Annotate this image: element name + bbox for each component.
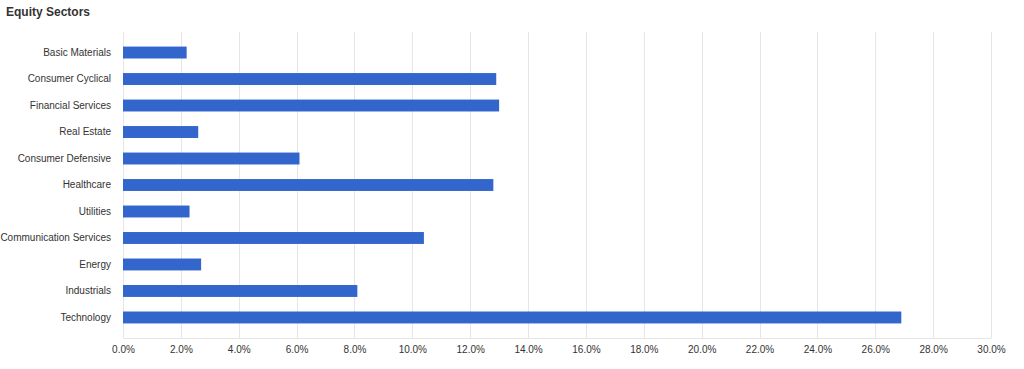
- tick-label: Industrials: [65, 285, 111, 296]
- tick-label: Technology: [60, 312, 111, 323]
- tick-label: Financial Services: [30, 100, 111, 111]
- tick: 18.0%: [630, 338, 658, 355]
- grid: [124, 32, 992, 338]
- tick: 14.0%: [514, 338, 542, 355]
- bar: [123, 232, 424, 244]
- tick-label: 4.0%: [228, 344, 251, 355]
- bar: [123, 206, 190, 218]
- title: Equity Sectors: [6, 5, 90, 19]
- tick: 12.0%: [457, 338, 485, 355]
- bar: [123, 259, 201, 271]
- tick: 4.0%: [228, 338, 251, 355]
- tick: 26.0%: [862, 338, 890, 355]
- tick-label: 30.0%: [977, 344, 1005, 355]
- tick-label: Real Estate: [59, 126, 111, 137]
- grid-line: [875, 32, 876, 338]
- tick-label: 10.0%: [399, 344, 427, 355]
- tick: 8.0%: [344, 338, 367, 355]
- grid-line: [702, 32, 703, 338]
- tick-label: Utilities: [79, 206, 111, 217]
- grid-line: [991, 32, 992, 338]
- bar: [123, 153, 299, 165]
- tick-label: 22.0%: [746, 344, 774, 355]
- tick: 20.0%: [688, 338, 716, 355]
- chart: Equity Sectors 0.0% 2.0% 4.0% 6.0% 8.0% 10.0% 1…: [0, 0, 1024, 369]
- tick-label: 8.0%: [344, 344, 367, 355]
- tick: Utilities: [79, 206, 123, 217]
- grid-line: [817, 32, 818, 338]
- grid-line: [586, 32, 587, 338]
- tick: 16.0%: [572, 338, 600, 355]
- tick: Consumer Defensive: [18, 153, 123, 164]
- tick: 28.0%: [919, 338, 947, 355]
- tick-label: 28.0%: [919, 344, 947, 355]
- tick-label: 0.0%: [112, 344, 135, 355]
- tick-label: 2.0%: [170, 344, 193, 355]
- bars: [123, 47, 901, 324]
- bar: [123, 47, 187, 59]
- bar: [123, 73, 496, 85]
- grid-line: [933, 32, 934, 338]
- tick: Energy: [79, 259, 123, 270]
- tick: 22.0%: [746, 338, 774, 355]
- tick-label: 16.0%: [572, 344, 600, 355]
- tick: 0.0%: [112, 338, 135, 355]
- grid-line: [644, 32, 645, 338]
- tick: Real Estate: [59, 126, 123, 137]
- bar: [123, 179, 493, 191]
- bar: [123, 100, 499, 112]
- tick: 2.0%: [170, 338, 193, 355]
- tick-label: Communication Services: [0, 232, 111, 243]
- bar: [123, 285, 357, 297]
- tick-label: 14.0%: [514, 344, 542, 355]
- tick: 24.0%: [804, 338, 832, 355]
- tick-label: 26.0%: [862, 344, 890, 355]
- tick: Industrials: [65, 285, 123, 296]
- plot: 0.0% 2.0% 4.0% 6.0% 8.0% 10.0% 12.0% 14.0% 16.0%…: [0, 32, 1005, 355]
- grid-line: [528, 32, 529, 338]
- tick-label: Energy: [79, 259, 111, 270]
- value-axis: 0.0% 2.0% 4.0% 6.0% 8.0% 10.0% 12.0% 14.0% 16.0%…: [112, 338, 1006, 355]
- tick-label: 24.0%: [804, 344, 832, 355]
- tick-label: Consumer Defensive: [18, 153, 112, 164]
- tick: Financial Services: [30, 100, 123, 111]
- tick: Basic Materials: [43, 47, 123, 58]
- tick: Technology: [60, 312, 123, 323]
- tick: Consumer Cyclical: [28, 73, 123, 84]
- tick: Healthcare: [63, 179, 123, 190]
- tick-label: 18.0%: [630, 344, 658, 355]
- category-axis: Basic Materials Consumer Cyclical Financia…: [0, 33, 123, 339]
- bar: [123, 312, 901, 324]
- tick: 6.0%: [286, 338, 309, 355]
- tick: Communication Services: [0, 232, 123, 243]
- grid-line: [760, 32, 761, 338]
- tick-label: 12.0%: [457, 344, 485, 355]
- tick-label: Healthcare: [63, 179, 112, 190]
- tick: 30.0%: [977, 338, 1005, 355]
- tick-label: Basic Materials: [43, 47, 111, 58]
- tick-label: Consumer Cyclical: [28, 73, 111, 84]
- tick-label: 6.0%: [286, 344, 309, 355]
- axis-line: [124, 338, 992, 339]
- tick: 10.0%: [399, 338, 427, 355]
- tick-label: 20.0%: [688, 344, 716, 355]
- bar: [123, 126, 198, 138]
